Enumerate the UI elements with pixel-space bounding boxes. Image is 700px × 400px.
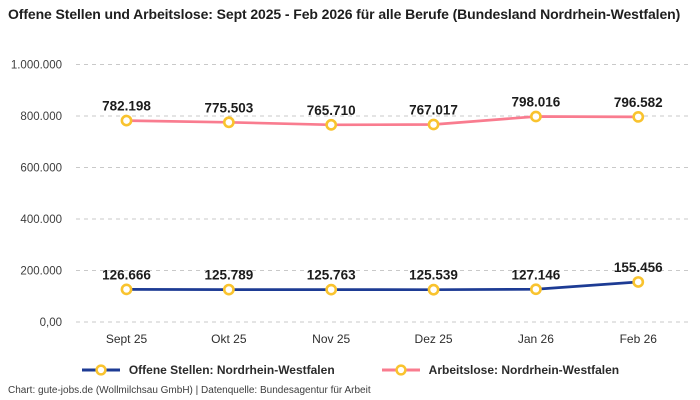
data-point-label: 125.789 bbox=[204, 268, 253, 283]
data-point-marker[interactable] bbox=[120, 283, 133, 296]
data-point-label: 782.198 bbox=[102, 99, 151, 114]
legend-swatch-line-icon bbox=[381, 364, 420, 376]
x-axis-label: Dez 25 bbox=[415, 332, 453, 346]
legend-item-offene-stellen[interactable]: Offene Stellen: Nordrhein-Westfalen bbox=[81, 363, 335, 377]
data-point-label: 126.666 bbox=[102, 267, 151, 282]
y-axis-tick-label: 800.000 bbox=[20, 111, 62, 123]
data-point-marker[interactable] bbox=[530, 110, 542, 123]
line-chart: 0,00 200.000 400.000 600.000 800.000 1.000.00… bbox=[11, 60, 689, 346]
series-line-1 bbox=[125, 115, 640, 127]
data-point-label: 765.710 bbox=[307, 103, 356, 118]
data-point-marker[interactable] bbox=[325, 118, 338, 131]
y-axis-tick-label: 0,00 bbox=[40, 317, 62, 329]
chart-legend: Offene Stellen: Nordrhein-Westfalen Arbe… bbox=[0, 360, 700, 380]
data-point-marker[interactable] bbox=[120, 114, 133, 127]
chart-title: Offene Stellen und Arbeitslose: Sept 202… bbox=[8, 6, 681, 22]
x-axis-label: Okt 25 bbox=[211, 332, 247, 346]
data-point-label: 155.456 bbox=[614, 260, 663, 275]
data-point-label: 775.503 bbox=[204, 100, 253, 115]
y-axis-tick-label: 200.000 bbox=[20, 266, 62, 278]
data-point-marker[interactable] bbox=[530, 283, 542, 296]
data-point-label: 798.016 bbox=[511, 95, 560, 110]
data-point-label: 125.539 bbox=[409, 268, 458, 283]
legend-item-arbeitslose[interactable]: Arbeitslose: Nordrhein-Westfalen bbox=[381, 363, 619, 377]
data-point-marker[interactable] bbox=[222, 116, 235, 129]
y-axis-tick-label: 600.000 bbox=[20, 163, 62, 175]
data-point-label: 767.017 bbox=[409, 102, 458, 117]
legend-label: Offene Stellen: Nordrhein-Westfalen bbox=[128, 363, 335, 377]
series-line-0 bbox=[125, 280, 640, 292]
data-point-marker[interactable] bbox=[632, 276, 645, 288]
data-point-marker[interactable] bbox=[325, 283, 338, 296]
legend-swatch-line-icon bbox=[81, 364, 120, 376]
data-point-label: 796.582 bbox=[614, 95, 663, 110]
x-axis-label: Feb 26 bbox=[620, 332, 658, 346]
y-axis-tick-label: 1.000.000 bbox=[11, 60, 62, 72]
data-point-marker[interactable] bbox=[427, 283, 440, 296]
x-axis-label: Jan 26 bbox=[518, 332, 554, 346]
data-point-marker[interactable] bbox=[632, 110, 645, 123]
y-axis-tick-label: 400.000 bbox=[20, 214, 62, 226]
data-point-marker[interactable] bbox=[222, 283, 235, 296]
legend-label: Arbeitslose: Nordrhein-Westfalen bbox=[428, 363, 620, 377]
chart-source-caption: Chart: gute-jobs.de (Wollmilchsau GmbH) … bbox=[8, 385, 371, 396]
x-axis-label: Nov 25 bbox=[312, 332, 350, 346]
data-point-label: 125.763 bbox=[307, 268, 356, 283]
data-point-marker[interactable] bbox=[427, 118, 440, 131]
data-point-label: 127.146 bbox=[511, 267, 560, 282]
x-axis-label: Sept 25 bbox=[106, 332, 148, 346]
